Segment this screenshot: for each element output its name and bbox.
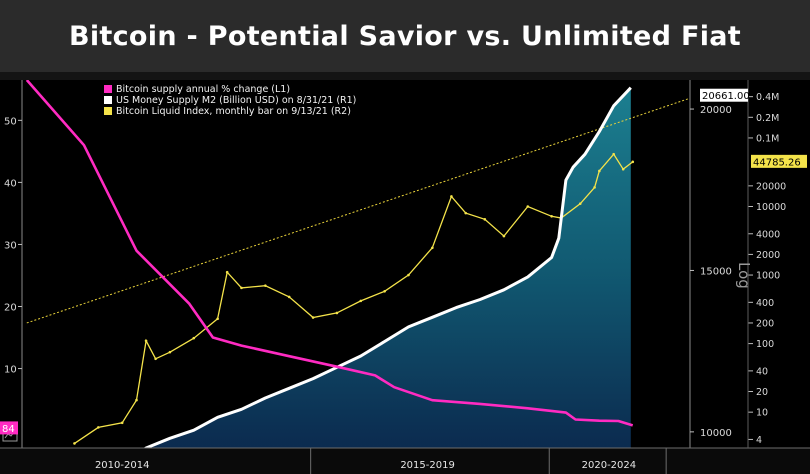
btc-last-flag-box <box>751 154 807 168</box>
bitcoin-price-point <box>359 299 363 303</box>
r2-tick-label: 40 <box>756 366 768 377</box>
bitcoin-price-point <box>264 284 267 287</box>
bitcoin-price-point <box>450 195 453 198</box>
trend-line <box>26 97 691 324</box>
r2-tick-label: 1000 <box>756 271 780 282</box>
supply-last-flag: 84 <box>0 421 18 435</box>
r2-tick-label: 20000 <box>756 181 786 192</box>
x-period-label: 2015-2019 <box>400 460 455 471</box>
left-tick-label: 30 <box>4 240 17 251</box>
legend-swatch <box>104 107 112 115</box>
supply-last-flag-text: 84 <box>2 424 15 435</box>
bitcoin-price-point <box>593 186 596 189</box>
bitcoin-price-point <box>97 426 100 429</box>
legend: Bitcoin supply annual % change (L1)US Mo… <box>104 84 356 117</box>
r2-tick-label: 400 <box>756 298 774 309</box>
bitcoin-price-point <box>287 295 291 299</box>
r2-tick-label: 0.2M <box>756 113 779 124</box>
bitcoin-price-point <box>464 211 468 215</box>
bitcoin-price-point <box>154 357 157 361</box>
header-band <box>0 72 810 80</box>
bitcoin-price-point <box>240 286 243 290</box>
r2-tick-label: 0.4M <box>756 92 779 103</box>
r1-tick-label: 20000 <box>700 105 732 116</box>
bitcoin-price-point <box>144 339 148 343</box>
btc-last-flag: 44785.26 <box>751 154 807 168</box>
left-tick-label: 50 <box>4 116 17 127</box>
legend-swatch <box>104 96 112 104</box>
bitcoin-price-point <box>612 152 615 156</box>
supply-last-flag-box <box>0 421 18 435</box>
bitcoin-price-point <box>578 202 582 205</box>
x-period-label: 2010-2014 <box>95 460 150 471</box>
bitcoin-price-point <box>73 442 76 445</box>
last-value-flags: 20661.00 44785.26 84 <box>0 88 807 435</box>
bitcoin-price-point <box>335 311 339 315</box>
r2-tick-label: 10000 <box>756 202 786 213</box>
bitcoin-price-point <box>216 317 219 321</box>
legend-entry: Bitcoin Liquid Index, monthly bar on 9/1… <box>116 106 351 117</box>
x-axis-band <box>0 448 810 474</box>
r1-tick-label: 10000 <box>700 428 732 439</box>
left-tick-label: 40 <box>4 178 17 189</box>
m2-last-flag: 20661.00 <box>700 88 750 102</box>
r2-tick-label: 200 <box>756 318 774 329</box>
r2-tick-label: 100 <box>756 339 774 350</box>
bitcoin-price-point <box>598 169 601 173</box>
bitcoin-price-point <box>550 214 553 218</box>
bitcoin-price-point <box>526 205 530 208</box>
bitcoin-price-point <box>225 270 229 274</box>
bitcoin-price-point <box>311 316 315 319</box>
page-title: Bitcoin - Potential Savior vs. Unlimited… <box>68 20 742 52</box>
bitcoin-price-point <box>120 421 124 425</box>
legend-entry: US Money Supply M2 (Billion USD) on 8/31… <box>116 95 356 106</box>
left-tick-label: 10 <box>4 365 17 376</box>
supply-change-line <box>25 80 634 427</box>
bitcoin-price-line <box>74 153 634 444</box>
legend-swatch <box>104 85 112 93</box>
chart: 10 20 30 40 50 10000 15000 20000 4 10 20 40 100 200 40… <box>0 80 810 474</box>
r2-tick-label: 10 <box>756 408 768 419</box>
r2-tick-label: 2000 <box>756 250 780 261</box>
r2-tick-label: 4000 <box>756 229 780 240</box>
m2-area-layer <box>26 87 631 474</box>
left-tick-label: 20 <box>4 303 17 314</box>
bitcoin-price-point <box>168 350 172 354</box>
r1-tick-label: 15000 <box>700 266 732 277</box>
bitcoin-price-point <box>621 167 625 171</box>
r2-axis-label: Log <box>735 262 753 289</box>
bitcoin-price-point <box>502 234 506 238</box>
bitcoin-price-point <box>383 289 386 293</box>
m2-last-flag-text: 20661.00 <box>702 91 750 102</box>
r2-tick-label: 4 <box>756 435 762 446</box>
bitcoin-price-point <box>431 246 434 250</box>
x-period-label: 2020-2024 <box>582 460 637 471</box>
legend-entry: Bitcoin supply annual % change (L1) <box>116 84 290 95</box>
bitcoin-price-point <box>192 336 196 340</box>
m2-area <box>26 87 631 474</box>
bitcoin-price-point <box>631 160 635 164</box>
r2-tick-label: 0.1M <box>756 133 779 144</box>
bitcoin-price-point <box>135 398 138 402</box>
r2-tick-label: 20 <box>756 387 768 398</box>
bitcoin-price-point <box>407 273 410 277</box>
axes-layer: 10 20 30 40 50 10000 15000 20000 4 10 20 40 100 200 40… <box>0 80 810 474</box>
title-bar: Bitcoin - Potential Savior vs. Unlimited… <box>0 0 810 72</box>
bitcoin-price-point <box>483 218 487 221</box>
btc-last-flag-text: 44785.26 <box>753 157 801 168</box>
m2-last-flag-box <box>700 88 748 102</box>
